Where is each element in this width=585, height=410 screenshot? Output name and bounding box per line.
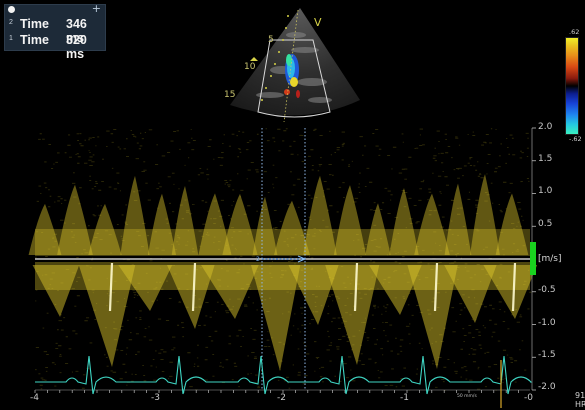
x-tick-label: -3 xyxy=(151,393,160,403)
measurement-label: Time xyxy=(20,33,49,47)
forward-flow-envelope xyxy=(28,203,62,255)
measurement-index: 2 xyxy=(9,19,13,26)
depth-label: 15 xyxy=(224,90,236,100)
y-tick-label: 0.5 xyxy=(538,219,553,229)
measurement-value: 320 ms xyxy=(66,33,87,61)
valve-click xyxy=(191,262,197,312)
forward-flow-envelope xyxy=(120,175,150,255)
forward-flow-envelope xyxy=(88,203,122,255)
heart-rate-value: 91 xyxy=(575,391,585,400)
velocity-unit: [m/s] xyxy=(538,254,562,264)
x-tick-label: -4 xyxy=(30,393,39,403)
caliper-arrow xyxy=(297,255,307,263)
reverse-flow-envelope xyxy=(407,265,458,369)
depth-ticks xyxy=(261,15,289,101)
forward-flow-envelope xyxy=(333,185,367,255)
upper-baseline-band xyxy=(35,229,530,256)
color-box[interactable] xyxy=(257,39,331,118)
add-icon[interactable]: + xyxy=(91,2,101,15)
forward-flow-envelope xyxy=(147,193,177,255)
forward-flow-envelope xyxy=(222,193,258,255)
x-tick-label: -1 xyxy=(400,393,409,403)
reverse-flow-envelope xyxy=(368,265,422,315)
sector-image xyxy=(230,8,360,123)
baseline-marker[interactable] xyxy=(530,242,536,275)
color-scale-max: .62 xyxy=(569,28,580,36)
measurement-results-panel[interactable]: + 2 Time 346 ms 1 Time 320 ms xyxy=(4,2,106,61)
reverse-flow-envelope xyxy=(251,265,301,371)
depth-label: 10 xyxy=(244,62,256,72)
y-tick-label: -0.5 xyxy=(538,285,556,295)
color-scale-bar xyxy=(565,37,579,135)
forward-flow-envelope xyxy=(274,200,310,255)
reverse-flow-envelope xyxy=(444,265,497,323)
forward-flow-envelope xyxy=(495,193,529,255)
reverse-flow-envelope xyxy=(118,265,173,311)
ecg-trace xyxy=(35,355,533,395)
forward-flow-envelope xyxy=(171,186,199,255)
measurement-label: Time xyxy=(20,17,49,31)
forward-flow-envelope xyxy=(57,184,93,255)
reverse-flow-envelope xyxy=(325,265,380,365)
reverse-flow-envelope xyxy=(288,265,339,325)
reverse-flow-envelope xyxy=(78,265,136,367)
forward-flow-envelope xyxy=(444,183,472,255)
panel-header: + xyxy=(5,2,105,16)
x-tick-label: -0 xyxy=(524,393,533,403)
measurement-index: 1 xyxy=(9,35,13,42)
measurement-row[interactable]: 2 Time 346 ms xyxy=(5,16,105,45)
reverse-flow-envelope xyxy=(483,265,538,319)
y-tick-label: 1.5 xyxy=(538,154,553,164)
reverse-flow-envelope xyxy=(201,265,259,319)
forward-flow-envelope xyxy=(414,193,450,255)
orientation-marker: V xyxy=(314,16,322,29)
heart-rate-unit: HR xyxy=(575,400,585,409)
y-tick-label: 1.0 xyxy=(538,186,553,196)
caliper-number: 2 xyxy=(256,256,260,263)
measurement-row[interactable]: 1 Time 320 ms xyxy=(5,32,105,61)
valve-click xyxy=(108,262,114,312)
reverse-flow-envelope xyxy=(32,265,80,317)
forward-flow-envelope xyxy=(365,203,391,255)
valve-click xyxy=(353,262,359,312)
forward-flow-envelope xyxy=(303,175,337,255)
y-tick-label: -2.0 xyxy=(538,382,556,392)
depth-label: 5 xyxy=(268,35,274,45)
focus-marker[interactable] xyxy=(250,57,258,61)
reverse-flow-envelope xyxy=(166,265,215,329)
result-icon xyxy=(8,6,15,13)
y-tick-label: 2.0 xyxy=(538,122,553,132)
valve-click xyxy=(511,262,517,312)
doppler-cursor-line[interactable] xyxy=(283,9,299,123)
color-velocity-scale: .62 -.62 xyxy=(560,28,584,146)
forward-flow-envelope xyxy=(198,193,232,255)
measurement-value: 346 ms xyxy=(66,17,87,45)
forward-flow-envelope xyxy=(252,196,278,255)
color-scale-min: -.62 xyxy=(569,135,582,143)
forward-flow-envelope xyxy=(470,174,500,255)
sweep-speed: 50 mm/s xyxy=(457,394,477,399)
y-tick-label: -1.5 xyxy=(538,350,556,360)
y-tick-label: -1.0 xyxy=(538,318,556,328)
color-flow-jet xyxy=(284,54,300,98)
valve-click xyxy=(433,262,439,312)
forward-flow-envelope xyxy=(389,187,419,255)
x-tick-label: -2 xyxy=(277,393,286,403)
